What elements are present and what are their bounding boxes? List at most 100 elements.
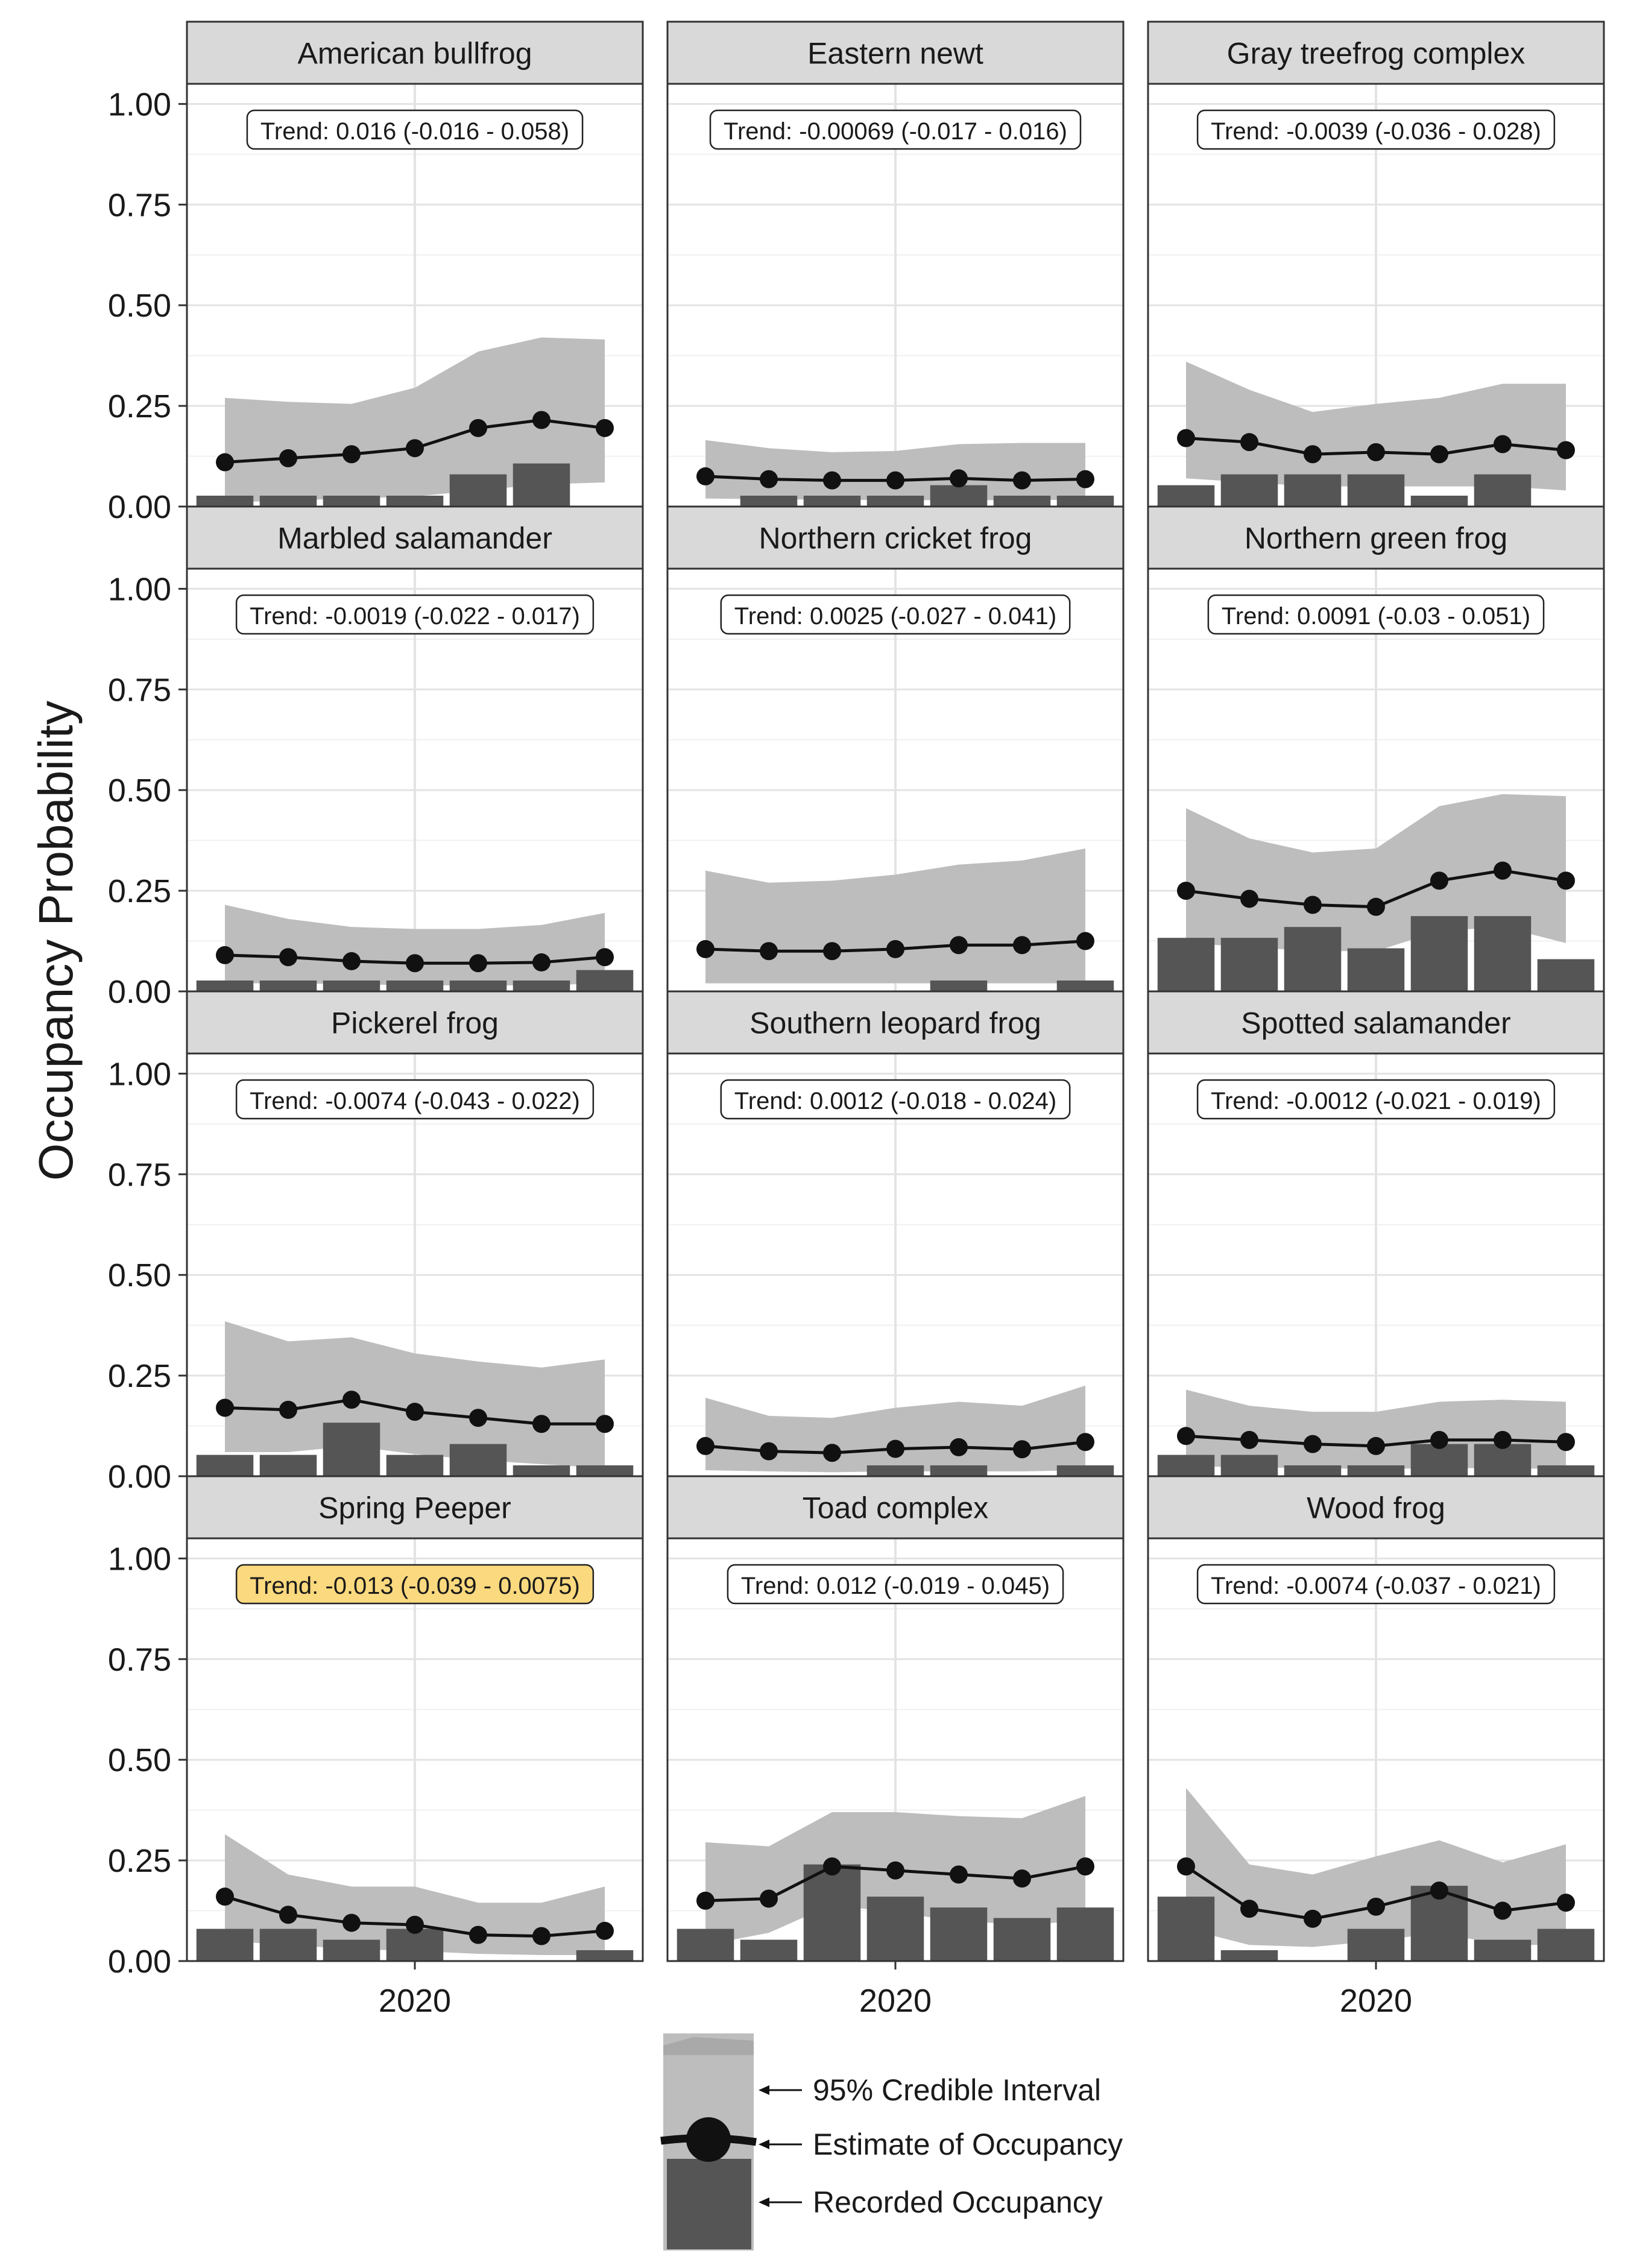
credible-interval-ribbon xyxy=(705,1385,1085,1473)
legend-entry-label: Recorded Occupancy xyxy=(813,2185,1103,2219)
recorded-occupancy-bar xyxy=(1474,474,1532,507)
trend-label-box xyxy=(727,1564,1064,1605)
recorded-occupancy-bar xyxy=(196,1455,254,1476)
recorded-occupancy-bar xyxy=(449,474,507,507)
x-tick-label: 2020 xyxy=(1340,1983,1412,2019)
estimate-point xyxy=(1177,1427,1195,1445)
estimate-point xyxy=(469,954,487,973)
trend-label-box xyxy=(1196,1564,1556,1605)
trend-label: Trend: -0.00069 (-0.017 - 0.016) xyxy=(709,109,1082,150)
estimate-point xyxy=(1076,470,1094,488)
recorded-occupancy-bar xyxy=(1157,1897,1215,1961)
facet-strip xyxy=(1147,21,1605,85)
recorded-occupancy-bar xyxy=(1220,474,1278,507)
estimate-point xyxy=(950,936,968,955)
recorded-occupancy-bar xyxy=(1537,1928,1595,1961)
recorded-occupancy-bar xyxy=(1056,980,1114,991)
estimate-point xyxy=(1494,1901,1512,1920)
recorded-occupancy-bar xyxy=(259,980,317,991)
estimate-point xyxy=(1076,1857,1094,1876)
recorded-occupancy-bar xyxy=(323,980,380,991)
estimate-point xyxy=(1013,1440,1031,1459)
estimate-point xyxy=(1177,429,1195,447)
recorded-occupancy-bar xyxy=(1284,927,1342,991)
estimate-point xyxy=(1240,433,1258,452)
estimate-point xyxy=(950,469,968,488)
estimate-point xyxy=(823,942,841,961)
estimate-point xyxy=(342,952,361,970)
trend-label: Trend: 0.016 (-0.016 - 0.058) xyxy=(246,109,584,150)
estimate-point xyxy=(760,470,778,488)
panel-northern-green-frog: Northern green frog Trend: 0.0091 (-0.03 … xyxy=(1147,505,1605,993)
trend-label-box xyxy=(720,1079,1071,1120)
facet-strip-label: Spring Peeper xyxy=(318,1491,511,1525)
facet-strip xyxy=(1147,990,1605,1055)
estimate-point xyxy=(216,1398,234,1417)
y-tick-label: 0.50 xyxy=(108,288,171,324)
panel-spotted-salamander: Spotted salamander Trend: -0.0012 (-0.021… xyxy=(1147,990,1605,1477)
estimate-point xyxy=(1304,896,1322,914)
recorded-occupancy-bar xyxy=(323,1939,380,1961)
panel-northern-cricket-frog: Northern cricket frog Trend: 0.0025 (-0.0… xyxy=(666,505,1125,993)
facet-strip xyxy=(186,505,644,570)
y-tick-label: 0.50 xyxy=(108,1742,171,1778)
recorded-occupancy-bar xyxy=(866,1897,924,1961)
estimate-point xyxy=(469,1409,487,1427)
estimate-point xyxy=(406,1915,424,1934)
recorded-occupancy-bar xyxy=(259,1455,317,1476)
recorded-occupancy-bar xyxy=(866,1465,924,1476)
trend-label: Trend: -0.013 (-0.039 - 0.0075) xyxy=(235,1564,595,1605)
estimate-point xyxy=(532,1415,551,1433)
y-tick-label: 0.50 xyxy=(108,1257,171,1294)
estimate-point xyxy=(596,419,614,437)
estimate-point xyxy=(1177,882,1195,900)
estimate-point xyxy=(1494,1430,1512,1449)
trend-label: Trend: 0.0025 (-0.027 - 0.041) xyxy=(720,594,1071,635)
recorded-occupancy-bar xyxy=(803,1864,861,1961)
estimate-point xyxy=(1494,861,1512,880)
facet-strip-label: Northern cricket frog xyxy=(759,522,1032,555)
estimate-point xyxy=(1430,1430,1448,1449)
trend-label-box xyxy=(1207,594,1545,635)
recorded-occupancy-bar xyxy=(513,1465,570,1476)
estimate-point xyxy=(216,1887,234,1906)
estimate-point xyxy=(950,1438,968,1456)
legend-bar-swatch xyxy=(667,2159,751,2249)
recorded-occupancy-bar xyxy=(1537,1465,1595,1476)
y-tick-label: 0.25 xyxy=(108,1358,171,1394)
legend-arrow-head xyxy=(759,2140,769,2149)
recorded-occupancy-bar xyxy=(1284,474,1342,507)
y-tick-label: 0.25 xyxy=(108,388,171,425)
estimate-point xyxy=(1304,1909,1322,1928)
recorded-occupancy-bar xyxy=(1157,1455,1215,1476)
estimate-point xyxy=(216,453,234,472)
recorded-occupancy-bar xyxy=(677,1928,734,1961)
estimate-point xyxy=(823,471,841,490)
recorded-occupancy-bar xyxy=(1157,485,1215,507)
facet-strip-label: Toad complex xyxy=(803,1491,989,1525)
recorded-occupancy-bar xyxy=(740,495,798,507)
recorded-occupancy-bar xyxy=(1157,938,1215,991)
estimate-point xyxy=(342,1391,361,1409)
recorded-occupancy-bar xyxy=(196,1928,254,1961)
y-tick-label: 0.00 xyxy=(108,974,171,1010)
legend-arrow-head xyxy=(759,2085,769,2095)
recorded-occupancy-bar xyxy=(513,980,570,991)
facet-strip xyxy=(1147,1475,1605,1540)
estimate-point xyxy=(1367,897,1385,916)
estimate-point xyxy=(1367,1436,1385,1455)
y-tick-label: 0.25 xyxy=(108,873,171,909)
estimate-point xyxy=(696,1436,715,1455)
estimate-point xyxy=(216,946,234,964)
trend-label-box xyxy=(246,109,584,150)
estimate-point xyxy=(1240,1900,1258,1918)
panel-toad-complex: Toad complex Trend: 0.012 (-0.019 - 0.045… xyxy=(666,1475,1125,2019)
estimate-point xyxy=(596,1415,614,1433)
estimate-point xyxy=(760,1889,778,1908)
facet-strip-label: Pickerel frog xyxy=(331,1006,499,1040)
estimate-point xyxy=(886,940,904,958)
trend-label-box xyxy=(1196,109,1556,150)
trend-label-box xyxy=(709,109,1082,150)
recorded-occupancy-bar xyxy=(930,1465,988,1476)
